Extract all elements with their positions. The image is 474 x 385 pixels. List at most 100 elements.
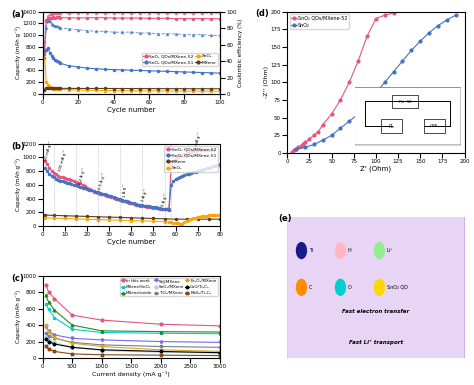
MoS₂/Ti₃C₂ xyxy=(52,349,57,354)
SnO₂ xyxy=(193,216,199,220)
SnO₂ QDs/MXene-52 xyxy=(289,149,294,154)
SnO₂ xyxy=(346,119,352,124)
MXene xyxy=(191,87,196,91)
Text: (e): (e) xyxy=(278,214,292,223)
SnO₂ QDs/MXene-51 xyxy=(128,68,134,72)
SnO₂ xyxy=(217,89,223,94)
Fe₃O₄/MXene xyxy=(52,335,57,340)
Line: SnO₂ QDs/MXene-52: SnO₂ QDs/MXene-52 xyxy=(44,149,214,210)
Text: H: H xyxy=(348,248,352,253)
SnO₂ QDs/MXene-51 xyxy=(49,54,55,58)
MXene xyxy=(42,213,48,218)
SnO₂ xyxy=(84,88,90,92)
SnO₂ QDs/MXene-52 xyxy=(292,148,297,152)
MoS₂/Ti₃C₂ xyxy=(158,353,164,357)
Text: (a): (a) xyxy=(11,10,24,19)
SnO₂ xyxy=(197,214,203,219)
MXene/oxide xyxy=(217,330,223,334)
SnO₂ xyxy=(102,88,108,93)
SnO₂ QDs/MXene-52 xyxy=(146,16,152,21)
SnO₂ QDs/MXene-51 xyxy=(217,162,223,166)
SnO₂ QDs/MXene-52 xyxy=(111,196,117,200)
CoO/Ti₃C₂ xyxy=(69,345,75,350)
MXene xyxy=(52,86,58,90)
SnO₂ xyxy=(50,87,56,91)
MXene/oxide xyxy=(43,293,48,298)
Line: MXene: MXene xyxy=(44,87,221,91)
SnO₂ QDs/MXene-52 xyxy=(119,16,125,20)
MoS₂/Ti₃C₂ xyxy=(217,353,223,358)
MXene xyxy=(206,217,212,221)
SnO₂ xyxy=(337,126,343,131)
SnO₂ xyxy=(213,213,219,218)
Circle shape xyxy=(296,243,306,258)
SnO₂ xyxy=(179,222,185,226)
SnO₂ QDs/MXene-52 xyxy=(43,18,49,23)
SnO₂ xyxy=(52,87,58,91)
SnO₂ xyxy=(42,52,47,56)
SnO₂ QDs/MXene-52 xyxy=(166,207,172,211)
Y-axis label: Capacity (mAh g⁻¹): Capacity (mAh g⁻¹) xyxy=(15,158,21,211)
SnO₂ xyxy=(111,88,117,93)
SnO₂ QDs/MXene-52 xyxy=(346,80,352,85)
Circle shape xyxy=(374,280,384,295)
In this work xyxy=(158,322,164,326)
SnO₂ QDs/MXene-52 xyxy=(320,122,326,127)
MXene xyxy=(164,86,170,91)
SnO₂ QDs/MXene-52 xyxy=(391,11,396,15)
X-axis label: Z' (Ohm): Z' (Ohm) xyxy=(360,166,392,172)
MXene xyxy=(173,217,178,221)
SnO₂ QDs/MXene-52 xyxy=(208,16,214,21)
SnO₂ QDs/MXene-51 xyxy=(42,55,47,60)
MXene xyxy=(217,87,223,91)
SnO₂ QDs/MXene-52 xyxy=(191,16,196,21)
SnO₂ xyxy=(137,89,143,93)
In this work xyxy=(43,282,48,287)
SnO₂ xyxy=(73,216,79,221)
SnO₂ QDs/MXene-52 xyxy=(42,158,48,163)
SnO₂ xyxy=(128,89,134,93)
Y-axis label: -Z'' (Ohm): -Z'' (Ohm) xyxy=(264,66,269,98)
MXene xyxy=(146,86,152,91)
MXene xyxy=(75,86,81,91)
MXene xyxy=(56,86,62,90)
SnO₂ xyxy=(191,216,196,221)
Line: MoS₂/Ti₃C₂: MoS₂/Ti₃C₂ xyxy=(44,345,221,357)
MXene xyxy=(42,87,47,92)
MXene xyxy=(95,214,101,219)
Fe₃O₄/MXene xyxy=(43,323,48,327)
Fe₃O₄/MXene xyxy=(217,349,223,354)
SnO₂ QDs/MXene-52 xyxy=(307,137,312,141)
SnO₄/MXene xyxy=(52,340,57,345)
SnO₂ QDs/MXene-52 xyxy=(373,16,379,21)
CoO/Ti₃C₂ xyxy=(46,339,51,344)
SnO₂ xyxy=(435,23,441,28)
MXene xyxy=(173,86,178,91)
SnO₂ QDs/MXene-51 xyxy=(50,55,56,60)
Fe₃O₄/MXene xyxy=(158,348,164,352)
SnO₂ xyxy=(171,220,176,225)
In this work xyxy=(46,290,51,295)
Line: SnO₂ QDs/MXene-51: SnO₂ QDs/MXene-51 xyxy=(44,47,221,74)
Text: C: C xyxy=(309,285,312,290)
CoO/Ti₃C₂ xyxy=(52,342,57,346)
SnO₂ QDs/MXene-51 xyxy=(155,206,161,210)
SnO₂ QDs/MXene-52 xyxy=(115,197,121,201)
SnO₂ xyxy=(177,221,183,226)
Si@MXene xyxy=(46,328,51,333)
SnO₂ QDs/MXene-51 xyxy=(200,167,205,172)
SnO₂ xyxy=(93,88,99,93)
Text: 2 A g⁻¹: 2 A g⁻¹ xyxy=(141,188,148,202)
Text: 1 A g⁻¹: 1 A g⁻¹ xyxy=(123,184,127,197)
Line: SnO₂: SnO₂ xyxy=(295,14,457,151)
SnO₂ QDs/MXene-51 xyxy=(56,60,62,65)
MXene xyxy=(195,217,201,221)
SnO₂ QDs/MXene-52 xyxy=(298,144,303,148)
SnO₂ xyxy=(168,220,174,224)
SnO₂ xyxy=(75,88,81,92)
SnO₂ xyxy=(302,145,308,150)
SnO₂ xyxy=(373,90,379,95)
SnO₂ QDs/MXene-51 xyxy=(54,59,60,64)
MXene xyxy=(118,215,123,220)
X-axis label: Current density (mA g⁻¹): Current density (mA g⁻¹) xyxy=(92,371,170,377)
